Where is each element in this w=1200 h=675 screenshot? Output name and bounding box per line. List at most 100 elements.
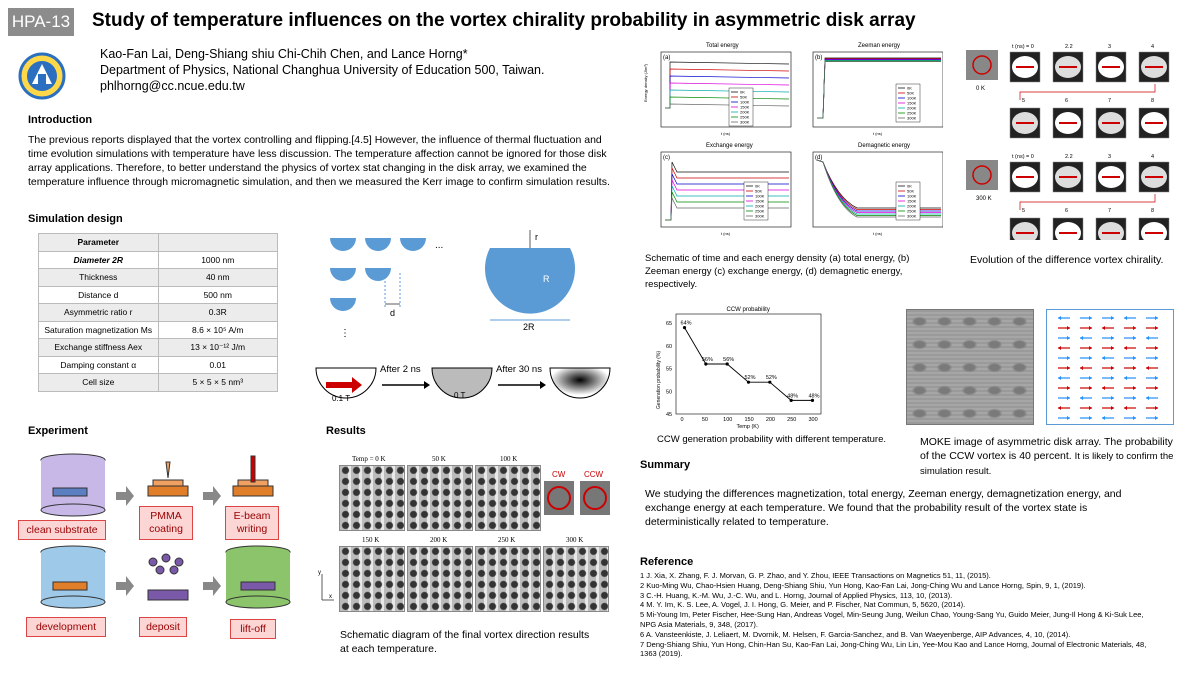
parameter-value: 8.6 × 10⁵ A/m [157, 320, 278, 339]
ccw-data-point [768, 380, 772, 384]
energy-series-line [665, 173, 789, 221]
cw-label: CW [552, 470, 566, 479]
y-tick-label: 45 [666, 412, 672, 418]
ccw-data-label: 64% [681, 321, 692, 327]
moke-arrow-head [1146, 336, 1149, 340]
parameter-row: Distance d 500 nm [38, 285, 278, 304]
legend-label: 250K [907, 111, 917, 116]
energy-panel-frame [812, 51, 943, 128]
legend-label: 200K [907, 204, 917, 209]
moke-arrow-head [1155, 316, 1158, 320]
energy-series-line [816, 159, 941, 213]
moke-arrow-head [1080, 336, 1083, 340]
energy-panel-xlabel: t (ns) [721, 131, 731, 136]
reference-item: 3 C.-H. Huang, K.-M. Wu, J.-C. Wu, and L… [640, 590, 953, 600]
legend-label: 50K [907, 91, 914, 96]
parameter-table: Parameter Diameter 2R 1000 nm Thickness 40 n… [38, 233, 278, 392]
summary-heading: Summary [640, 459, 691, 471]
energy-panel-letter: (c) [663, 155, 670, 161]
moke-arrow-head [1102, 416, 1105, 420]
moke-arrow-head [1111, 316, 1114, 320]
time-step-label: 2.2 [1065, 154, 1073, 160]
moke-arrow-head [1089, 326, 1092, 330]
field-label: 0.1 T [332, 394, 350, 403]
legend-label: 300K [907, 116, 917, 121]
legend-label: 0K [755, 184, 760, 189]
moke-arrow-head [1089, 386, 1092, 390]
intro-text: The previous reports displayed that the … [28, 134, 610, 188]
after-2ns-label: After 2 ns [380, 364, 421, 375]
ccw-data-point [725, 362, 729, 366]
reference-item: 5 Mi-Young Im, Peter Fischer, Hee-Sung H… [640, 610, 1144, 629]
vortex-evolution-figure: 0 K t (ns) = 0 2.2 3 4 5 6 7 8 300 K t (ns) = 0 2.2… [966, 44, 1170, 240]
moke-disk-pattern [907, 310, 1033, 424]
moke-arrow-head [1124, 406, 1127, 410]
temp-label-300k: 300 K [566, 536, 584, 544]
time-step-label: 5 [1022, 208, 1025, 214]
evolution-caption: Evolution of the difference vortex chira… [970, 254, 1164, 266]
moke-arrow-head [1089, 316, 1092, 320]
moke-arrow-head [1080, 396, 1083, 400]
legend-label: 250K [755, 209, 765, 214]
moke-arrow-head [1102, 356, 1105, 360]
legend-label: 250K [740, 115, 750, 120]
moke-arrow-head [1133, 396, 1136, 400]
svg-text:x: x [329, 594, 332, 600]
energy-series-line [665, 185, 789, 221]
parameter-name: Thickness [38, 268, 159, 287]
evolution-disk [1141, 222, 1167, 240]
time-step-label: 2.2 [1065, 44, 1073, 50]
time-step-label: 6 [1065, 208, 1068, 214]
energy-panel-xlabel: t (ns) [721, 231, 731, 236]
ccw-data-label: 52% [766, 375, 777, 381]
parameter-value: 13 × 10⁻¹² J/m [157, 338, 278, 357]
step-lift-off: lift-off [230, 619, 276, 639]
parameter-name: Cell size [38, 373, 159, 392]
moke-arrow-head [1124, 316, 1127, 320]
moke-arrow-head [1067, 336, 1070, 340]
reference-heading: Reference [640, 556, 694, 568]
x-tick-label: 50 [702, 417, 708, 423]
result-tile-0k [339, 465, 405, 531]
step-pmma-coating: PMMA coating [139, 506, 193, 540]
moke-arrow-head [1155, 326, 1158, 330]
legend-label: 100K [740, 100, 750, 105]
legend-label: 250K [907, 209, 917, 214]
legend-label: 200K [740, 110, 750, 115]
legend-label: 150K [907, 101, 917, 106]
label-r: r [535, 232, 538, 242]
moke-arrow-head [1089, 416, 1092, 420]
moke-arrow-head [1111, 406, 1114, 410]
energy-panel-letter: (a) [663, 55, 670, 61]
energy-series-line [816, 159, 941, 218]
temp-label-100k: 100 K [500, 455, 518, 463]
ccw-data-point [789, 398, 793, 402]
moke-arrow-head [1111, 376, 1114, 380]
energy-series-line [665, 161, 789, 221]
moke-arrow-head [1067, 396, 1070, 400]
energy-series-line [816, 159, 941, 212]
moke-arrow-head [1133, 366, 1136, 370]
energy-panel-frame [660, 151, 792, 228]
reference-list: 1 J. Xia, X. Zhang, F. J. Morvan, G. P. … [640, 571, 1155, 659]
legend-label: 150K [740, 105, 750, 110]
moke-arrow-head [1111, 346, 1114, 350]
poster-title: Study of temperature influences on the v… [92, 10, 916, 31]
parameter-name: Distance d [38, 285, 159, 304]
time-step-label: 6 [1065, 98, 1068, 104]
parameter-name: Damping constant α [38, 355, 159, 374]
moke-arrow-head [1133, 386, 1136, 390]
moke-arrow-head [1124, 346, 1127, 350]
y-tick-label: 50 [666, 389, 672, 395]
ccw-probability-line [684, 327, 813, 401]
x-tick-label: 100 [723, 417, 732, 423]
parameter-name: Diameter 2R [38, 250, 159, 269]
moke-arrow-head [1058, 346, 1061, 350]
legend-label: 50K [755, 189, 762, 194]
summary-text: We studying the differences magnetizatio… [645, 488, 1122, 528]
poster-id-badge: HPA-13 [8, 8, 74, 36]
moke-arrow-head [1155, 346, 1158, 350]
email: phlhorng@cc.ncue.edu.tw [100, 79, 245, 93]
moke-arrow-head [1067, 326, 1070, 330]
moke-arrow-head [1111, 366, 1114, 370]
